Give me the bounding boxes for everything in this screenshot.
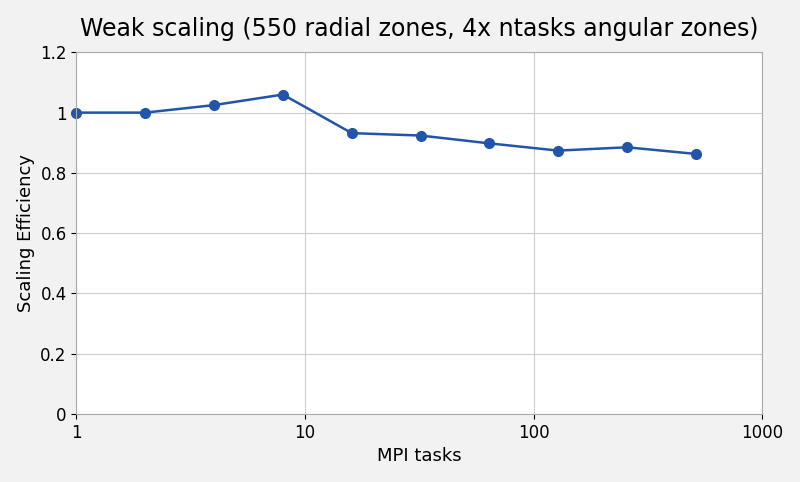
Title: Weak scaling (550 radial zones, 4x ntasks angular zones): Weak scaling (550 radial zones, 4x ntask… (80, 17, 758, 40)
Y-axis label: Scaling Efficiency: Scaling Efficiency (17, 154, 34, 312)
X-axis label: MPI tasks: MPI tasks (377, 447, 462, 465)
